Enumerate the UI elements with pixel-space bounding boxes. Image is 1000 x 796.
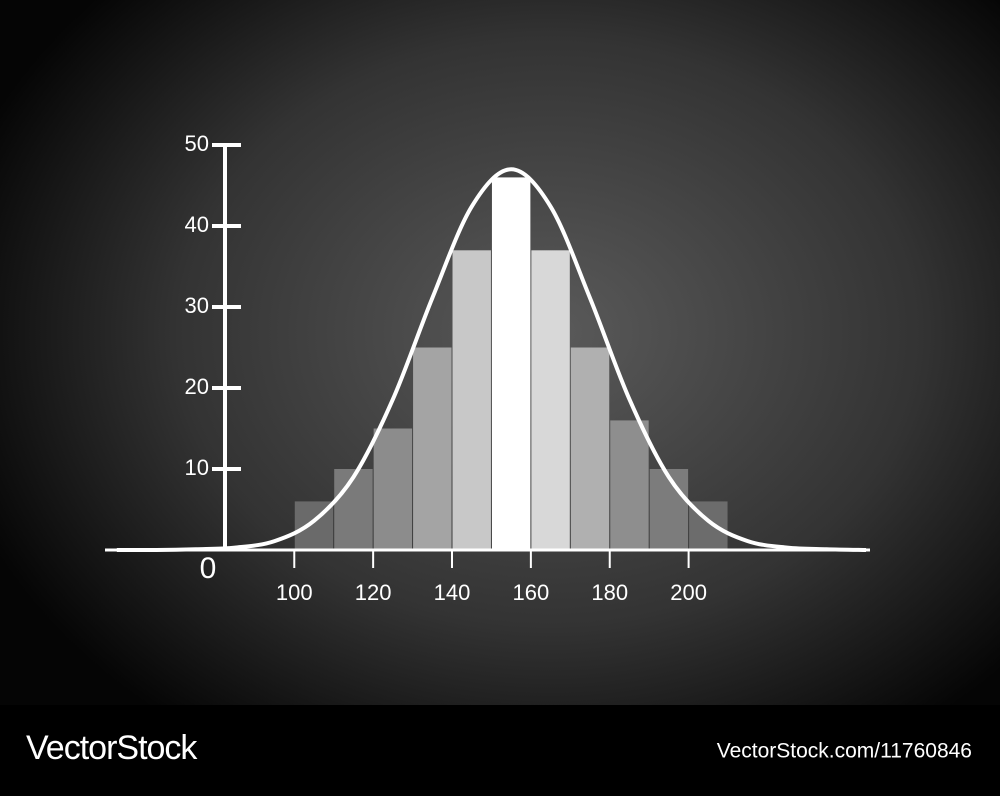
bar bbox=[491, 177, 531, 550]
bar bbox=[452, 250, 491, 551]
plot: 0 10 20 30 40 50 100 120 140 160 180 200 bbox=[105, 131, 870, 605]
x-tick-label: 200 bbox=[670, 580, 707, 605]
url: VectorStock.com/11760846 bbox=[717, 740, 972, 763]
y-tick-label: 30 bbox=[185, 293, 209, 318]
bar bbox=[610, 420, 649, 550]
y-tick-label: 20 bbox=[185, 374, 209, 399]
normal-curve bbox=[116, 167, 867, 553]
y-tick-label: 40 bbox=[185, 212, 209, 237]
bar bbox=[531, 250, 570, 551]
x-tick-label: 100 bbox=[276, 580, 313, 605]
x-tick-label: 180 bbox=[591, 580, 628, 605]
bar bbox=[413, 347, 452, 550]
bar bbox=[649, 469, 689, 550]
x-tick-label: 160 bbox=[513, 580, 550, 605]
y-tick-label: 50 bbox=[185, 131, 209, 156]
y-tick-label: 10 bbox=[185, 455, 209, 480]
footer-band bbox=[0, 705, 1000, 791]
bar bbox=[334, 469, 373, 550]
brand: VectorStock bbox=[26, 729, 198, 767]
x-tick-label: 120 bbox=[355, 580, 392, 605]
bar bbox=[373, 428, 413, 550]
x-tick-label: 140 bbox=[434, 580, 471, 605]
y-tick-label: 0 bbox=[200, 552, 217, 585]
bar bbox=[570, 347, 610, 550]
